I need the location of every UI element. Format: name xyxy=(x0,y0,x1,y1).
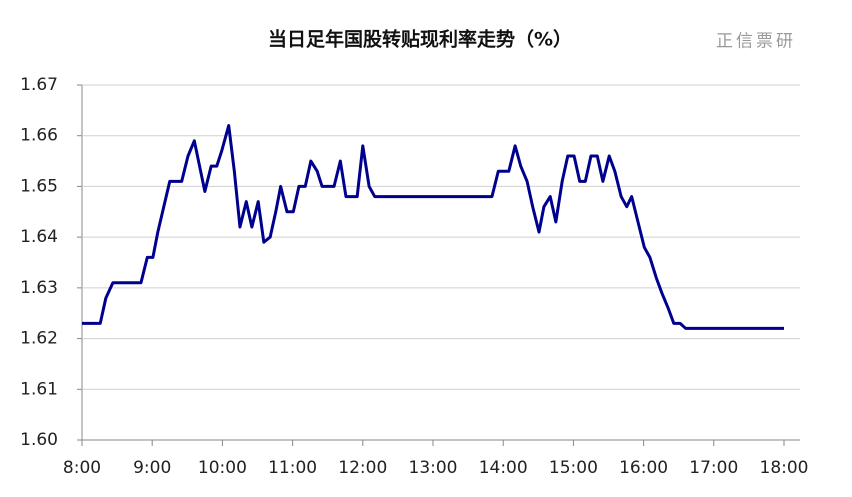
x-tick-label: 10:00 xyxy=(198,458,247,478)
x-tick-label: 13:00 xyxy=(409,458,458,478)
y-tick-label: 1.62 xyxy=(20,329,58,349)
x-tick-label: 14:00 xyxy=(479,458,528,478)
y-tick-label: 1.63 xyxy=(20,278,58,298)
chart-title: 当日足年国股转贴现利率走势（%） xyxy=(268,28,572,51)
y-tick-label: 1.67 xyxy=(20,75,58,95)
y-tick-label: 1.61 xyxy=(20,379,58,399)
x-tick-label: 15:00 xyxy=(549,458,598,478)
x-tick-label: 8:00 xyxy=(63,458,101,478)
x-tick-label: 11:00 xyxy=(268,458,317,478)
x-tick-label: 12:00 xyxy=(338,458,387,478)
y-tick-label: 1.60 xyxy=(20,430,58,450)
x-tick-label: 9:00 xyxy=(133,458,171,478)
y-tick-label: 1.64 xyxy=(20,227,58,247)
x-tick-label: 17:00 xyxy=(689,458,738,478)
x-tick-label: 16:00 xyxy=(619,458,668,478)
y-tick-label: 1.66 xyxy=(20,126,58,146)
x-tick-label: 18:00 xyxy=(760,458,809,478)
line-series xyxy=(82,124,784,330)
watermark: 正信票研 xyxy=(716,32,796,52)
y-tick-label: 1.65 xyxy=(20,176,58,196)
